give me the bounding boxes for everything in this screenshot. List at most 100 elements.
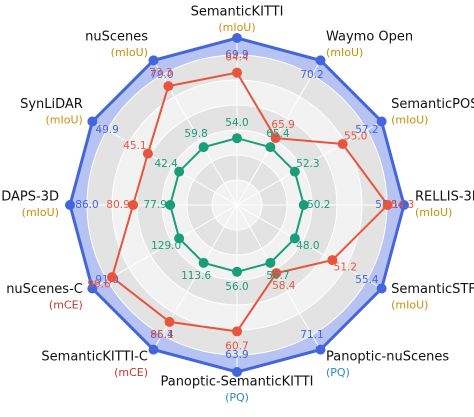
value-label: 55.4 [355,274,379,286]
axis-metric: (mIoU) [111,46,148,59]
value-label: 59.8 [184,128,207,140]
value-label: 79.0 [150,69,173,81]
point [232,266,242,277]
axis-metric: (mIoU) [391,299,428,312]
axis-name: Panoptic-nuScenes [326,350,449,365]
point [298,200,309,210]
value-label: 45.1 [123,140,146,152]
point [376,116,387,127]
point [142,148,153,159]
point [289,233,300,244]
point [327,255,338,266]
axis-name: Panoptic-SemanticKITTI [160,375,313,390]
point [174,233,185,244]
point [232,367,242,377]
axis-name: SemanticPOSS [391,97,474,112]
point [148,344,159,355]
spoke [236,121,382,206]
value-label: 113.6 [181,270,211,282]
axis-metric: (mCE) [49,299,83,312]
point [198,142,209,153]
point [128,200,139,210]
point [289,166,300,177]
axis-metric: (PQ) [225,391,249,404]
value-label: 71.1 [300,329,323,341]
point [164,316,175,327]
spoke [236,204,382,289]
value-label: 65.4 [266,128,290,140]
point [107,272,118,283]
value-label: 48.0 [296,240,319,252]
point [315,344,326,355]
point [198,257,209,268]
axis-name: SemanticSTF [391,282,474,297]
axis-metric: (mIoU) [326,46,363,59]
value-label: 42.4 [154,158,178,170]
point [265,142,276,153]
point [232,133,242,144]
axis-name: SemanticKITTI [191,5,284,20]
axis-metric: (mIoU) [218,21,255,34]
value-label: 52.3 [296,158,319,170]
point [148,55,159,66]
axis-metric: (mIoU) [391,114,428,127]
value-label: 57.2 [355,124,378,136]
point [271,268,282,279]
value-label: 99.6 [87,279,111,291]
value-label: 54.0 [225,117,248,129]
spoke [92,121,238,206]
value-label: 64.4 [225,52,249,64]
spoke [92,204,238,289]
axis-name: SemanticKITTI-C [41,350,148,365]
axis-name: DAPS-3D [1,190,59,205]
point [232,67,242,78]
axis-metric: (mCE) [114,366,148,379]
axis-name: RELLIS-3D [415,190,474,205]
value-label: 63.9 [225,349,248,361]
axis-name: nuScenes-C [6,282,83,297]
value-label: 56.0 [225,281,248,293]
axis-name: Waymo Open [326,29,413,44]
point [174,166,185,177]
axis-name: SynLiDAR [20,97,83,112]
point [232,326,242,337]
value-label: 86.0 [75,199,98,211]
point [382,200,393,210]
value-label: 54.3 [391,199,414,211]
axis-name: nuScenes [85,29,148,44]
axis-metric: (mIoU) [415,206,452,219]
value-label: 60.7 [225,340,248,352]
point [65,200,75,210]
value-label: 129.0 [151,240,181,252]
value-label: 70.2 [300,69,323,81]
value-label: 65.9 [271,119,294,131]
point [87,116,98,127]
value-label: 80.9 [106,199,129,211]
value-label: 86.4 [150,329,174,341]
value-label: 69.9 [225,49,248,61]
value-label: 77.9 [144,199,167,211]
value-label: 55.0 [344,130,367,142]
value-label: 56.7 [266,270,289,282]
spoke [236,60,321,206]
point [87,283,98,294]
axis-metric: (PQ) [326,366,350,379]
point [265,257,276,268]
point [270,133,281,144]
point [376,283,387,294]
point [337,138,348,149]
axis-metric: (mIoU) [22,206,59,219]
axis-metric: (mIoU) [46,114,83,127]
point [165,200,176,210]
point [163,81,174,92]
value-label: 50.2 [307,199,330,211]
value-label: 58.4 [272,280,296,292]
point [315,55,326,66]
value-label: 95.1 [150,329,173,341]
value-label: 49.9 [95,124,118,136]
point [232,33,242,43]
point [399,200,409,210]
value-label: 73.3 [149,67,172,79]
value-label: 51.2 [334,262,357,274]
